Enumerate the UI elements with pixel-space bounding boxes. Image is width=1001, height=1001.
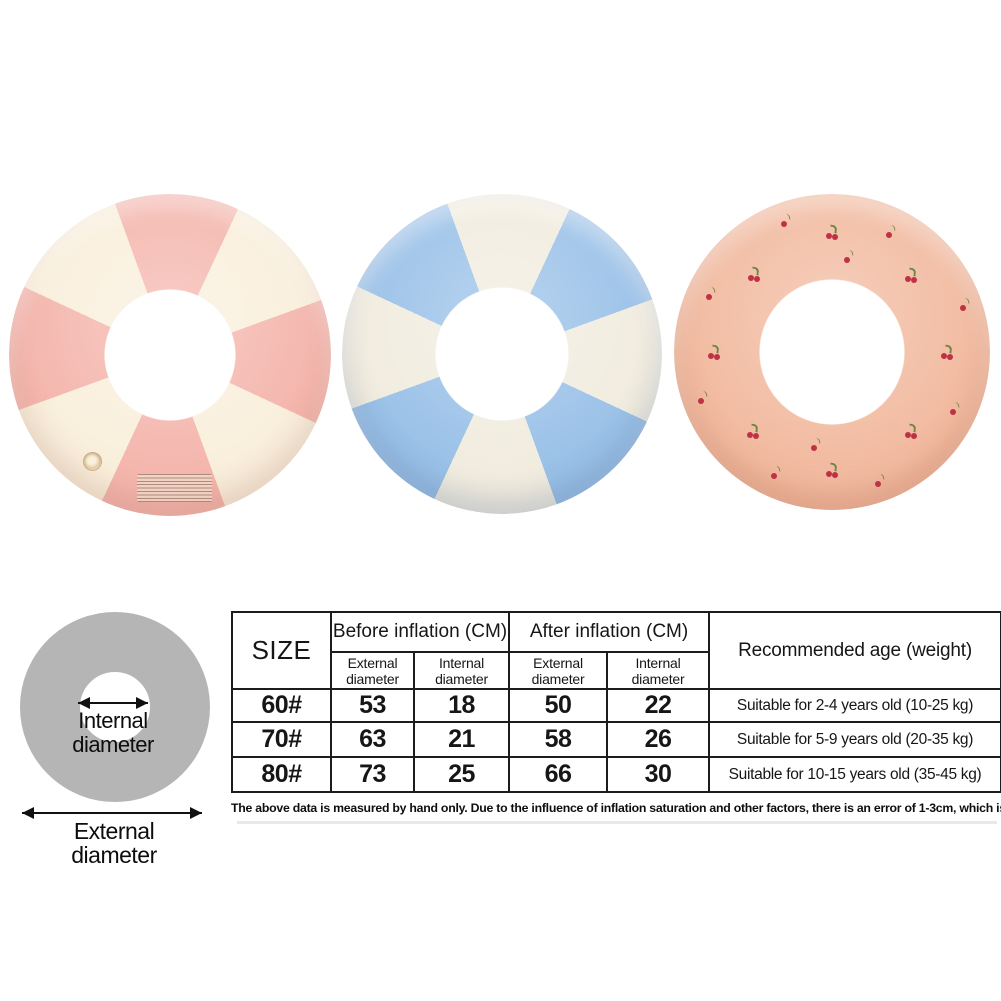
- table-note: The above data is measured by hand only.…: [231, 801, 1001, 815]
- cell-before-external: 53: [330, 688, 415, 723]
- subheader-after-internal: Internal diameter: [606, 651, 711, 690]
- cell-after-internal: 26: [606, 721, 711, 758]
- cherry-icon: [958, 300, 971, 313]
- cell-recommended: Suitable for 5-9 years old (20-35 kg): [708, 721, 1001, 758]
- subheader-before-internal: Internal diameter: [412, 651, 511, 690]
- diameter-diagram-donut: [20, 612, 210, 802]
- cell-recommended: Suitable for 2-4 years old (10-25 kg): [708, 688, 1001, 723]
- cherry-icon: [884, 227, 897, 240]
- cherry-icon: [873, 476, 886, 489]
- cell-size: 60#: [231, 688, 332, 723]
- cell-after-external: 66: [508, 756, 609, 793]
- cherry-icon: [826, 226, 839, 239]
- cherry-icon: [809, 440, 822, 453]
- table-row: 70# 63 21 58 26 Suitable for 5-9 years o…: [231, 721, 1001, 758]
- cherry-icon: [769, 468, 782, 481]
- cell-before-internal: 18: [412, 688, 511, 723]
- cell-before-internal: 25: [412, 756, 511, 793]
- cell-before-internal: 21: [412, 721, 511, 758]
- subheader-before-external: External diameter: [330, 651, 415, 690]
- cherry-icon: [905, 425, 918, 438]
- header-size: SIZE: [231, 611, 332, 690]
- cherry-icon: [708, 346, 721, 359]
- cell-before-external: 73: [330, 756, 415, 793]
- table-subheader-row: External diameter Internal diameter Exte…: [232, 651, 1001, 690]
- swim-ring-blue-striped: [342, 194, 662, 514]
- table-row: 80# 73 25 66 30 Suitable for 10-15 years…: [231, 756, 1001, 793]
- cell-size: 80#: [231, 756, 332, 793]
- inflation-valve: [83, 452, 102, 471]
- cell-size: 70#: [231, 721, 332, 758]
- cherry-icon: [905, 269, 918, 282]
- header-after-inflation: After inflation (CM): [508, 611, 711, 653]
- ring-hole: [760, 280, 904, 424]
- table-row: 60# 53 18 50 22 Suitable for 2-4 years o…: [231, 688, 1001, 723]
- subheader-after-external: External diameter: [508, 651, 609, 690]
- cell-recommended: Suitable for 10-15 years old (35-45 kg): [708, 756, 1001, 793]
- cherry-icon: [948, 404, 961, 417]
- swim-ring-peach-cherry: [674, 194, 990, 510]
- cell-after-internal: 30: [606, 756, 711, 793]
- cell-after-internal: 22: [606, 688, 711, 723]
- external-diameter-label: External diameter: [71, 818, 157, 868]
- cherry-icon: [747, 425, 760, 438]
- cherry-icon: [696, 393, 709, 406]
- cherry-icon: [748, 268, 761, 281]
- internal-diameter-arrow-icon: [78, 697, 148, 709]
- table-header-row: SIZE Before inflation (CM) After inflati…: [231, 611, 1001, 690]
- cherry-icon: [779, 216, 792, 229]
- warning-label: [137, 474, 212, 502]
- ring-hole: [105, 290, 235, 420]
- cherry-icon: [941, 346, 954, 359]
- cell-after-external: 58: [508, 721, 609, 758]
- swim-ring-pink-striped: [9, 194, 331, 516]
- internal-diameter-label: Internal diameter: [72, 708, 154, 757]
- size-table: SIZE Before inflation (CM) After inflati…: [231, 611, 1001, 793]
- cell-before-external: 63: [330, 721, 415, 758]
- ring-hole: [436, 288, 568, 420]
- header-before-inflation: Before inflation (CM): [329, 611, 511, 653]
- note-divider: [237, 821, 997, 824]
- cherry-icon: [826, 464, 839, 477]
- cell-after-external: 50: [508, 688, 609, 723]
- header-recommended: Recommended age (weight): [708, 611, 1001, 690]
- cherry-icon: [842, 252, 855, 265]
- cherry-icon: [704, 289, 717, 302]
- external-diameter-arrow-icon: [22, 807, 202, 819]
